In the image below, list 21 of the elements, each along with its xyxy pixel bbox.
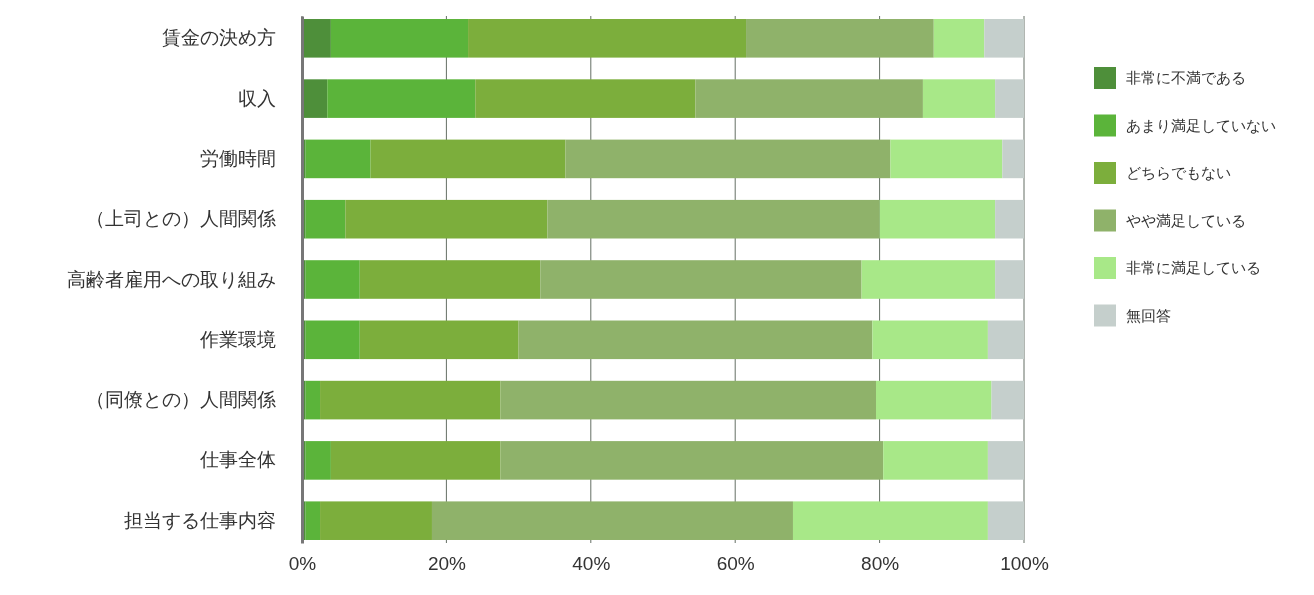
legend-label: 非常に満足している xyxy=(1126,259,1261,278)
x-tick-label: 80% xyxy=(861,553,900,575)
x-tick-label: 40% xyxy=(572,553,611,575)
y-tick-label: 作業環境 xyxy=(199,328,276,350)
y-tick-label: 収入 xyxy=(238,87,276,109)
y-tick-label: 仕事全体 xyxy=(199,449,276,471)
legend-label: あまり満足していない xyxy=(1126,116,1276,135)
y-tick-label: 賃金の決め方 xyxy=(162,27,276,49)
x-tick-label: 100% xyxy=(1000,553,1049,575)
legend-label: 非常に不満である xyxy=(1126,69,1246,88)
y-tick-label: 高齢者雇用への取り組み xyxy=(67,268,276,290)
y-tick-label: （上司との）人間関係 xyxy=(86,208,276,230)
y-tick-label: 労働時間 xyxy=(200,147,276,169)
x-tick-label: 20% xyxy=(427,553,467,575)
y-tick-label: 担当する仕事内容 xyxy=(124,509,276,531)
legend-label: 無回答 xyxy=(1126,306,1171,325)
legend-label: どちらでもない xyxy=(1126,164,1231,183)
x-tick-label: 60% xyxy=(716,553,755,575)
legend-label: やや満足している xyxy=(1126,211,1246,230)
x-tick-label: 0% xyxy=(288,553,317,575)
y-tick-label: （同僚との）人間関係 xyxy=(86,389,276,411)
